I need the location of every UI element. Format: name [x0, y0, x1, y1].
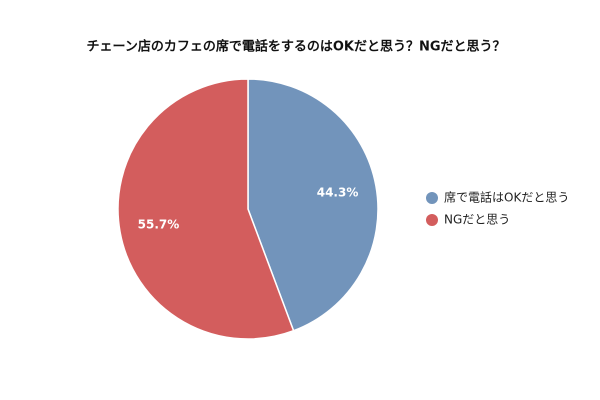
- legend-marker: [426, 214, 438, 226]
- chart-title: チェーン店のカフェの席で電話をするのはOKだと思う？NGだと思う？: [86, 39, 505, 55]
- value-label: 55.7%: [138, 218, 180, 232]
- legend-label: 席で電話はOKだと思う: [444, 190, 569, 205]
- value-label: 44.3%: [317, 185, 359, 199]
- legend-label: NGだと思う: [444, 213, 510, 227]
- pie-slice: [247, 78, 379, 332]
- pie-slice: [117, 78, 295, 340]
- legend-marker: [426, 192, 438, 204]
